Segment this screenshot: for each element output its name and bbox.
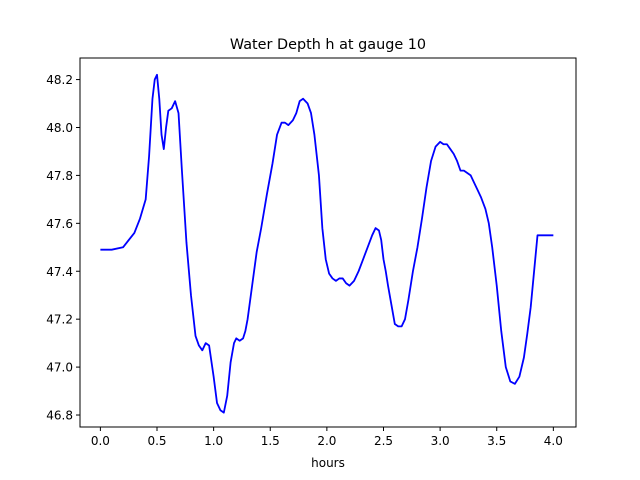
y-axis: 46.8 47.0 47.2 47.4 47.6 47.8 48.0 48.2 <box>46 73 80 423</box>
y-tick-label: 47.8 <box>46 169 73 183</box>
y-tick-label: 48.2 <box>46 73 73 87</box>
x-tick-label: 1.5 <box>261 434 280 448</box>
x-axis-label: hours <box>311 456 345 470</box>
y-tick-label: 46.8 <box>46 409 73 423</box>
y-tick-label: 47.4 <box>46 265 73 279</box>
x-tick-label: 0.5 <box>147 434 166 448</box>
y-tick-label: 47.6 <box>46 217 73 231</box>
chart-title: Water Depth h at gauge 10 <box>230 37 426 53</box>
x-tick-label: 3.5 <box>487 434 506 448</box>
x-tick-label: 4.0 <box>544 434 563 448</box>
x-tick-label: 2.0 <box>317 434 336 448</box>
x-tick-label: 3.0 <box>431 434 450 448</box>
plot-area <box>79 57 577 428</box>
series-line <box>100 73 554 414</box>
axes-frame <box>79 57 577 428</box>
x-tick-label: 2.5 <box>374 434 393 448</box>
y-tick-label: 47.0 <box>46 361 73 375</box>
x-axis: 0.0 0.5 1.0 1.5 2.0 2.5 3.0 3.5 4.0 <box>91 427 563 448</box>
y-tick-label: 47.2 <box>46 313 73 327</box>
x-tick-label: 1.0 <box>204 434 223 448</box>
x-tick-label: 0.0 <box>91 434 110 448</box>
y-tick-label: 48.0 <box>46 121 73 135</box>
